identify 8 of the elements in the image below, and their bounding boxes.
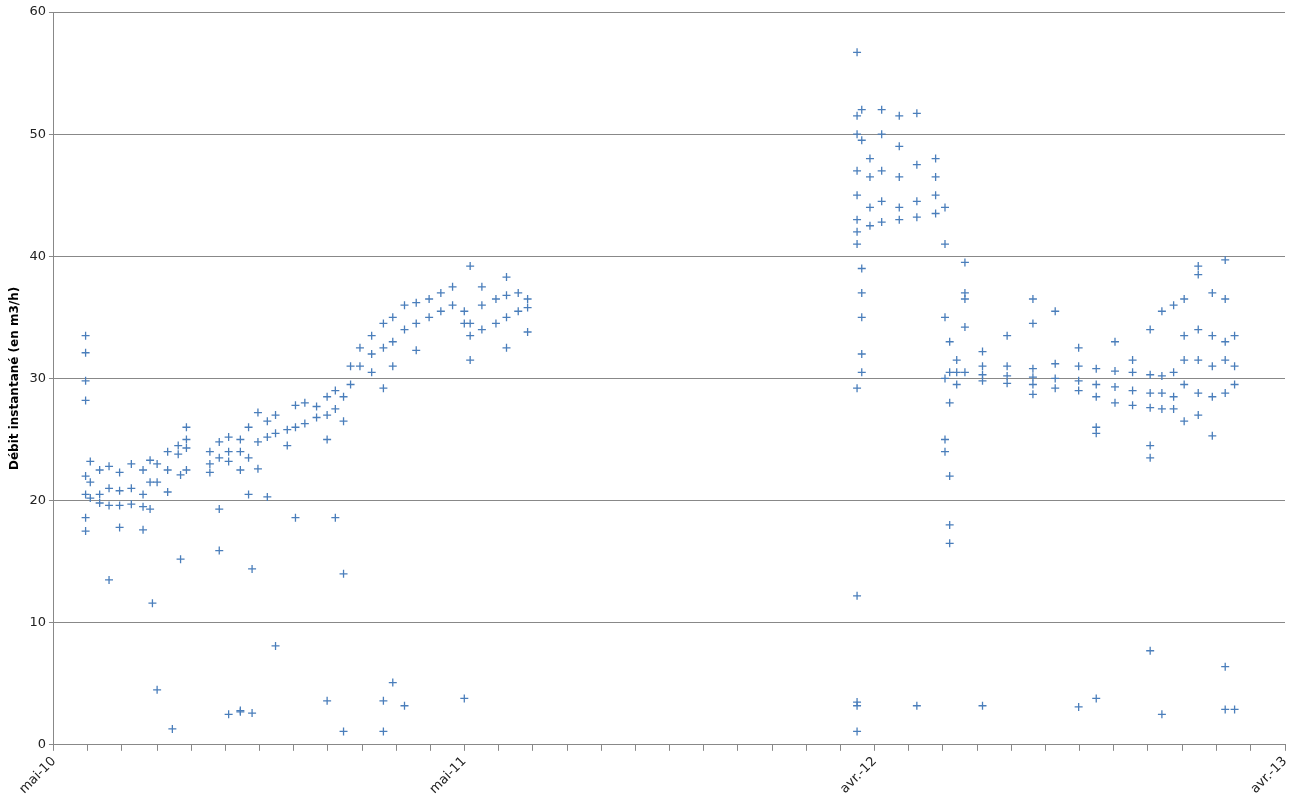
y-tick-label: 60 bbox=[29, 3, 46, 19]
y-tick-label: 40 bbox=[29, 247, 46, 263]
y-tick-label: 30 bbox=[29, 369, 46, 385]
y-tick-label: 50 bbox=[29, 125, 46, 141]
y-tick-label: 0 bbox=[37, 736, 46, 752]
y-tick-label: 20 bbox=[29, 491, 46, 507]
y-axis-title: Débit instantané (en m3/h) bbox=[7, 286, 22, 471]
y-tick-label: 10 bbox=[29, 614, 46, 630]
